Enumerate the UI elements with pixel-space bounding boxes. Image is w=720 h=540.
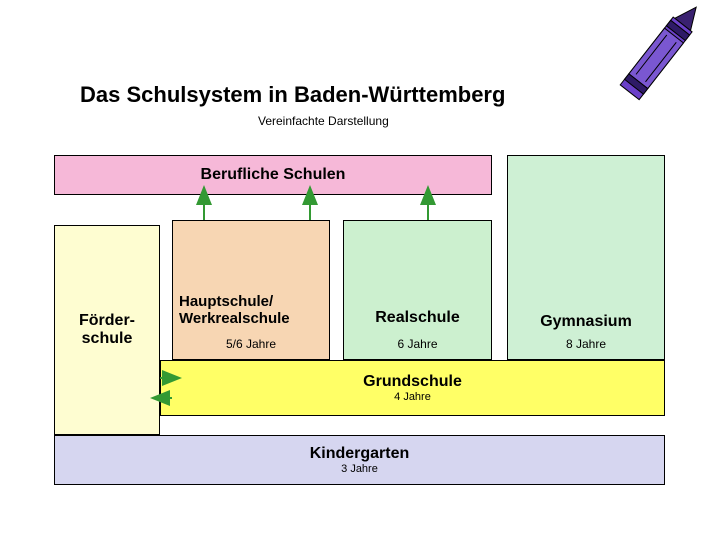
box-gymnasium: Gymnasium 8 Jahre: [507, 155, 665, 360]
kindergarten-sublabel: 3 Jahre: [341, 463, 378, 475]
berufliche-label: Berufliche Schulen: [201, 166, 346, 184]
gymnasium-label: Gymnasium: [540, 313, 632, 331]
foerderschule-label-2: schule: [82, 330, 133, 348]
page-title: Das Schulsystem in Baden-Württemberg: [80, 82, 505, 108]
box-berufliche-schulen: Berufliche Schulen: [54, 155, 492, 195]
diagram-stage: Das Schulsystem in Baden-Württemberg Ver…: [0, 0, 720, 540]
box-grundschule: Grundschule 4 Jahre: [160, 360, 665, 416]
kindergarten-label: Kindergarten: [310, 445, 410, 463]
grundschule-sublabel: 4 Jahre: [394, 391, 431, 403]
realschule-label: Realschule: [375, 309, 459, 327]
page-subtitle: Vereinfachte Darstellung: [258, 114, 389, 128]
hauptschule-sublabel: 5/6 Jahre: [226, 337, 276, 351]
crayon-icon: [588, 0, 720, 126]
grundschule-label: Grundschule: [363, 373, 462, 391]
box-foerderschule: Förder- schule: [54, 225, 160, 435]
foerderschule-label-1: Förder-: [79, 312, 135, 330]
hauptschule-label-2: Werkrealschule: [173, 310, 290, 327]
realschule-sublabel: 6 Jahre: [397, 337, 437, 351]
box-kindergarten: Kindergarten 3 Jahre: [54, 435, 665, 485]
box-hauptschule: Hauptschule/ Werkrealschule 5/6 Jahre: [172, 220, 330, 360]
gymnasium-sublabel: 8 Jahre: [566, 337, 606, 351]
box-realschule: Realschule 6 Jahre: [343, 220, 492, 360]
hauptschule-label-1: Hauptschule/: [173, 293, 273, 310]
